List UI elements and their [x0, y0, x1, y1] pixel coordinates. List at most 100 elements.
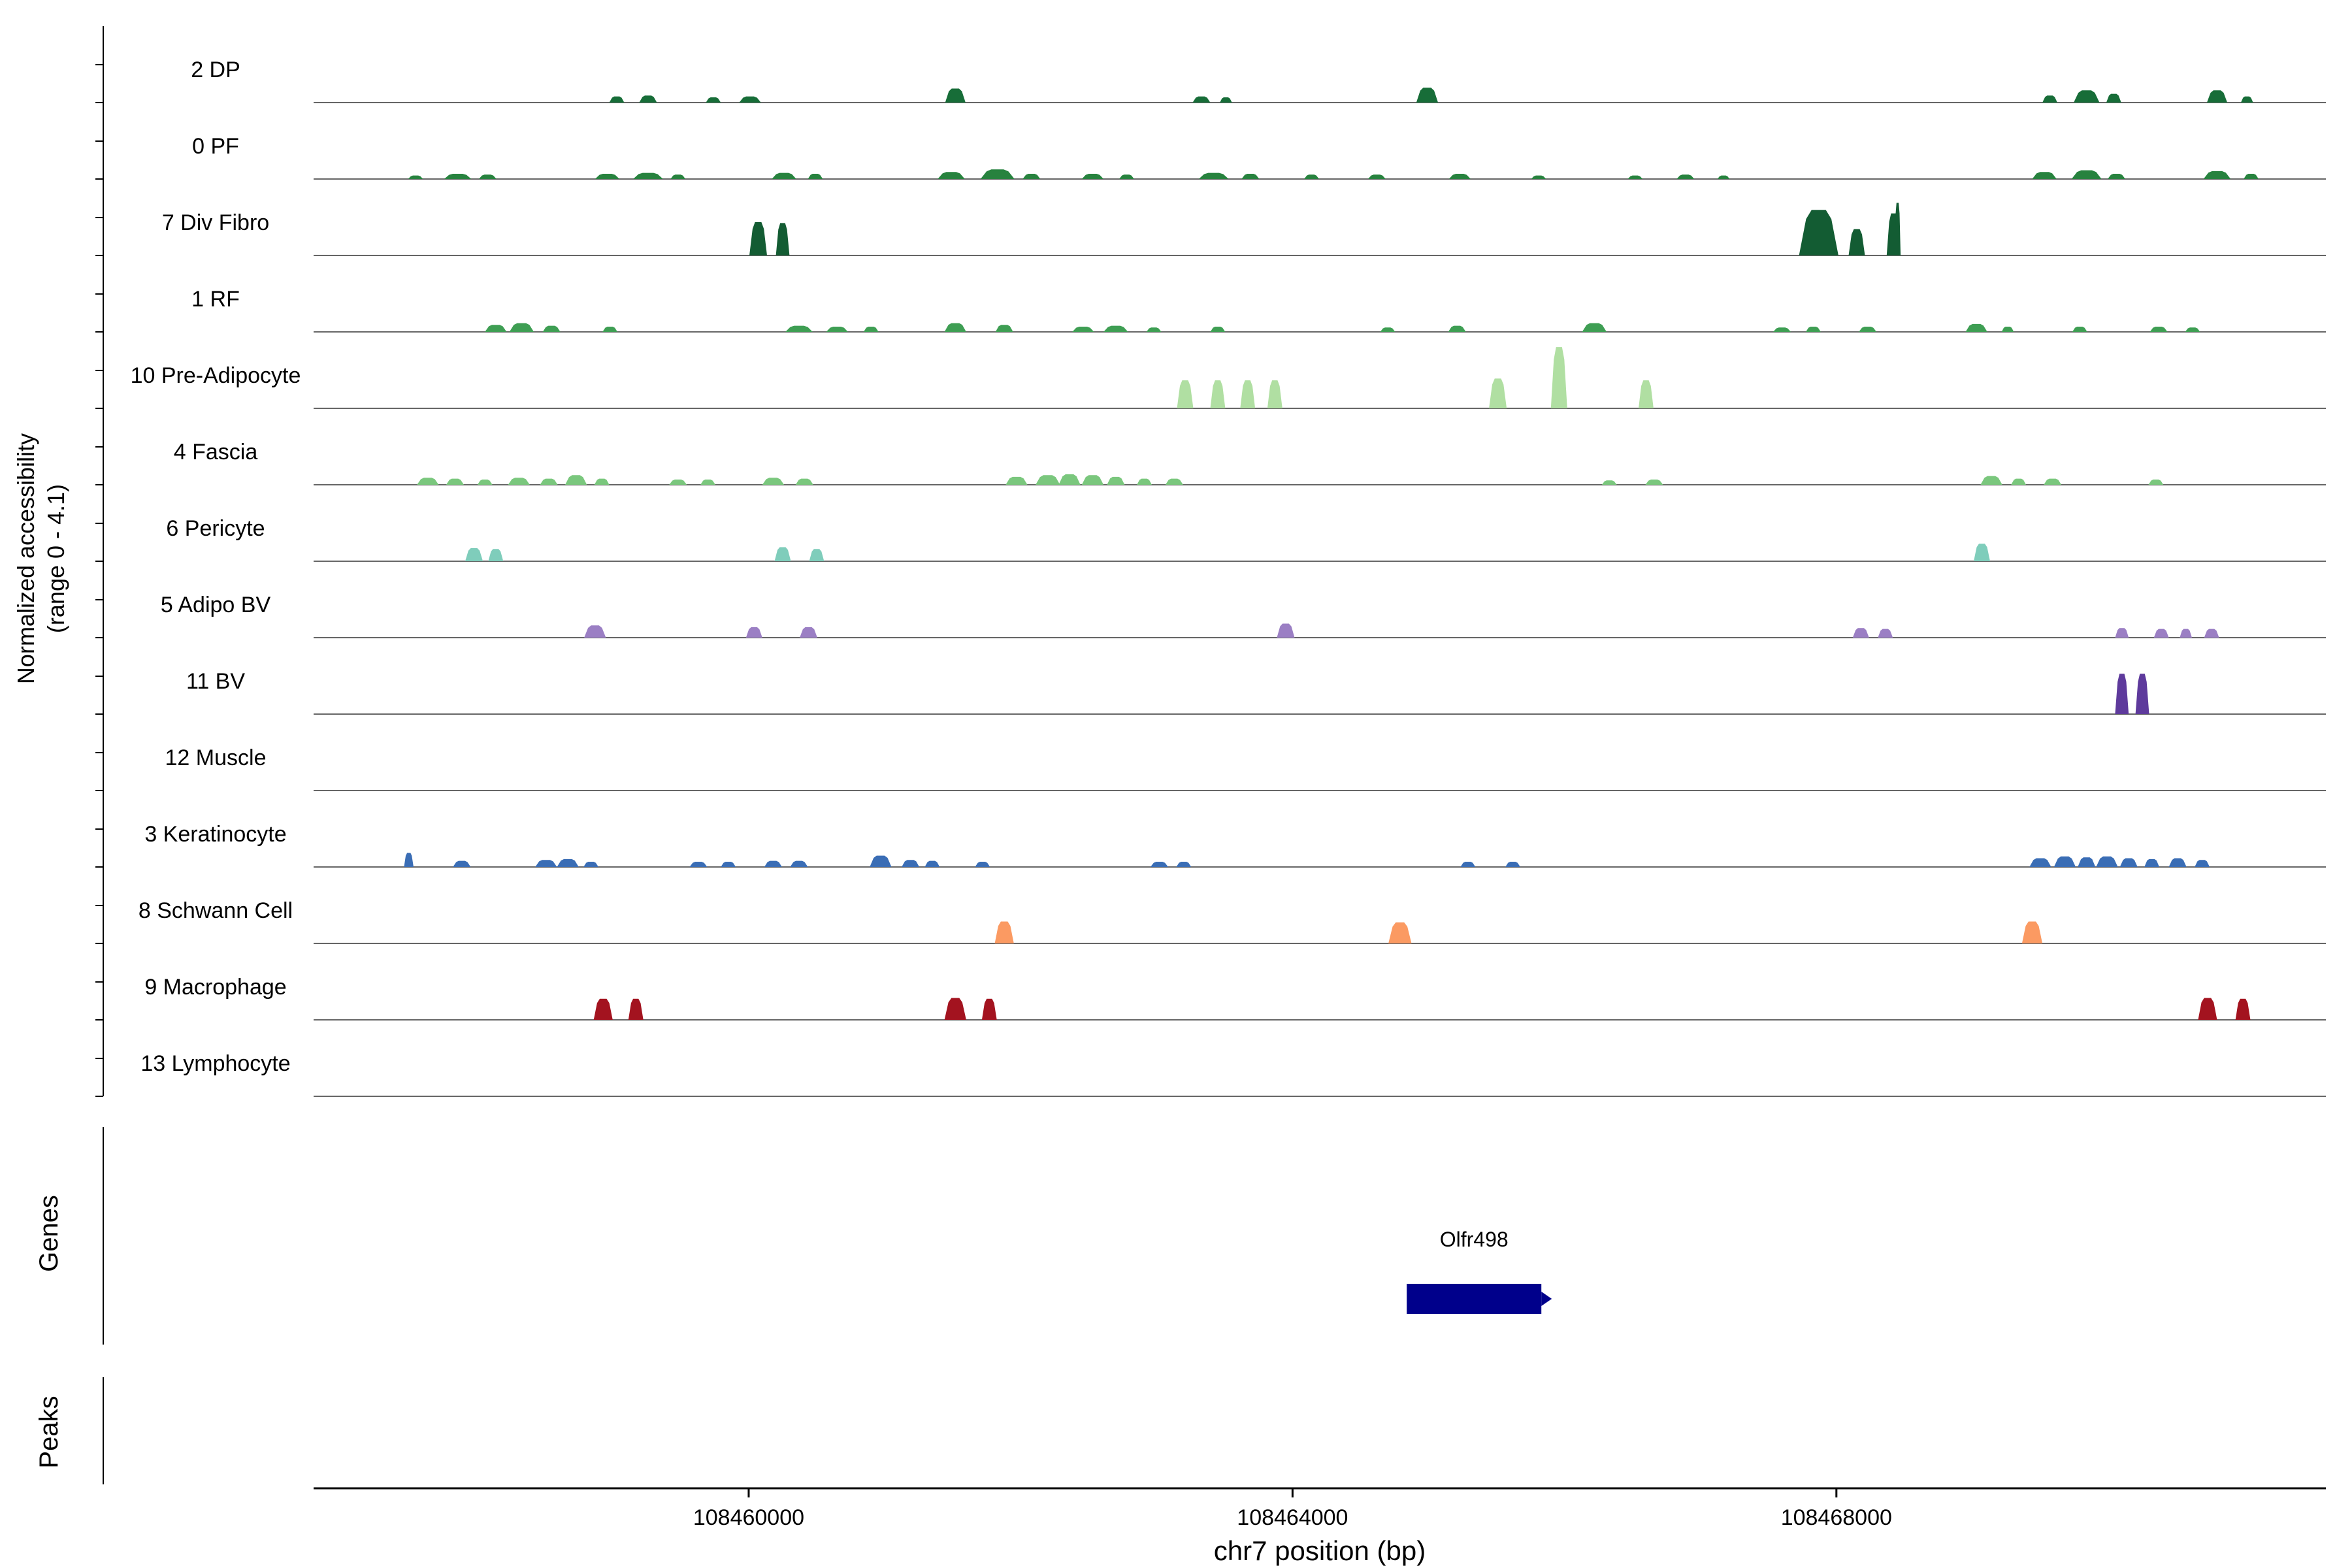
- signal-peak: [453, 860, 471, 867]
- track-label: 7 Div Fibro: [162, 210, 269, 235]
- track-label: 1 RF: [191, 287, 240, 312]
- y-axis-title-line2: (range 0 - 4.1): [42, 484, 69, 633]
- signal-peak: [762, 478, 785, 485]
- signal-peak: [1531, 175, 1546, 179]
- signal-peak: [404, 853, 414, 867]
- axes: 108460000 108464000 108468000: [95, 26, 2326, 1530]
- accessibility-tracks: [314, 88, 2326, 1097]
- signal-peak: [772, 172, 796, 179]
- signal-peak: [924, 860, 940, 867]
- signal-peak: [826, 327, 848, 332]
- signal-peak: [540, 478, 558, 485]
- signal-peak: [945, 88, 966, 103]
- signal-peak: [595, 174, 620, 179]
- signal-peak: [739, 96, 761, 103]
- signal-peak: [2106, 93, 2121, 103]
- signal-peak: [785, 325, 813, 332]
- signal-peak: [1448, 174, 1471, 179]
- signal-peak: [2119, 858, 2138, 867]
- y-axis-title-line1: Normalized accessibility: [12, 433, 39, 684]
- signal-peak: [1005, 476, 1028, 485]
- signal-peak: [535, 860, 557, 867]
- track-label: 2 DP: [191, 57, 240, 82]
- signal-peak: [1388, 922, 1412, 943]
- signal-peak: [557, 858, 579, 867]
- signal-peak: [2203, 171, 2231, 179]
- signal-peak: [790, 860, 808, 867]
- signal-peak: [1852, 628, 1869, 638]
- signal-peak: [2115, 674, 2129, 714]
- gene-strand-arrow: [1541, 1292, 1552, 1306]
- signal-peak: [2144, 858, 2160, 867]
- signal-peak: [721, 862, 736, 867]
- signal-peak: [1806, 327, 1821, 332]
- signal-peak: [774, 547, 791, 561]
- signal-peak: [706, 97, 721, 103]
- signal-peak: [1878, 629, 1893, 638]
- signal-peak: [1240, 380, 1256, 408]
- signal-peak: [2185, 327, 2200, 332]
- signal-peak: [1505, 862, 1520, 867]
- signal-peak: [669, 480, 687, 485]
- signal-peak: [902, 860, 920, 867]
- track-label: 11 BV: [186, 669, 245, 694]
- signal-peak: [508, 478, 530, 485]
- signal-peak: [1717, 175, 1730, 179]
- signal-peak: [2029, 858, 2051, 867]
- signal-peak: [1081, 475, 1104, 485]
- x-tick-label: 108468000: [1781, 1505, 1892, 1530]
- signal-peak: [1210, 380, 1226, 408]
- signal-peak: [478, 174, 497, 179]
- signal-peak: [1460, 862, 1476, 867]
- signal-peak: [417, 478, 439, 485]
- signal-peak: [938, 172, 965, 179]
- signal-peak: [944, 323, 966, 332]
- signal-peak: [2149, 327, 2168, 332]
- signal-peak: [593, 998, 613, 1020]
- signal-peak: [995, 325, 1013, 332]
- track-label: 3 Keratinocyte: [144, 822, 286, 847]
- x-tick-label: 108460000: [693, 1505, 804, 1530]
- signal-peak: [749, 222, 767, 255]
- signal-peak: [1165, 478, 1183, 485]
- track-row: [314, 674, 2326, 715]
- signal-peak: [2115, 628, 2129, 638]
- signal-peak: [1107, 476, 1125, 485]
- signal-peak: [609, 96, 625, 103]
- signal-peak: [1267, 380, 1282, 408]
- signal-peak: [2074, 90, 2100, 103]
- track-row: [314, 323, 2326, 333]
- gene-body: [1407, 1284, 1542, 1314]
- signal-peak: [485, 325, 507, 332]
- signal-peak: [863, 327, 879, 332]
- signal-peak: [1645, 480, 1663, 485]
- signal-peak: [975, 862, 990, 867]
- signal-peak: [1198, 172, 1229, 179]
- track-label: 5 Adipo BV: [161, 593, 271, 617]
- track-row: [314, 474, 2326, 485]
- track-row: [314, 544, 2326, 562]
- signal-peak: [981, 998, 997, 1020]
- signal-peak: [1367, 174, 1386, 179]
- signal-peak: [1676, 174, 1695, 179]
- signal-peak: [446, 478, 464, 485]
- signal-peak: [2001, 327, 2014, 332]
- signal-peak: [602, 327, 618, 332]
- track-row: [314, 921, 2326, 944]
- signal-peak: [1848, 229, 1865, 255]
- signal-peak: [689, 862, 708, 867]
- signal-peak: [1177, 380, 1194, 408]
- signal-peak: [1639, 380, 1654, 408]
- signal-peak: [2072, 327, 2087, 332]
- signal-peak: [444, 174, 472, 179]
- signal-peak: [1448, 325, 1466, 332]
- signal-peak: [639, 95, 657, 103]
- track-row: [314, 347, 2326, 409]
- signal-peak: [2180, 629, 2192, 638]
- signal-peak: [808, 174, 823, 179]
- signal-peak: [1058, 474, 1081, 485]
- signal-peak: [509, 323, 534, 332]
- signal-peak: [2011, 478, 2027, 485]
